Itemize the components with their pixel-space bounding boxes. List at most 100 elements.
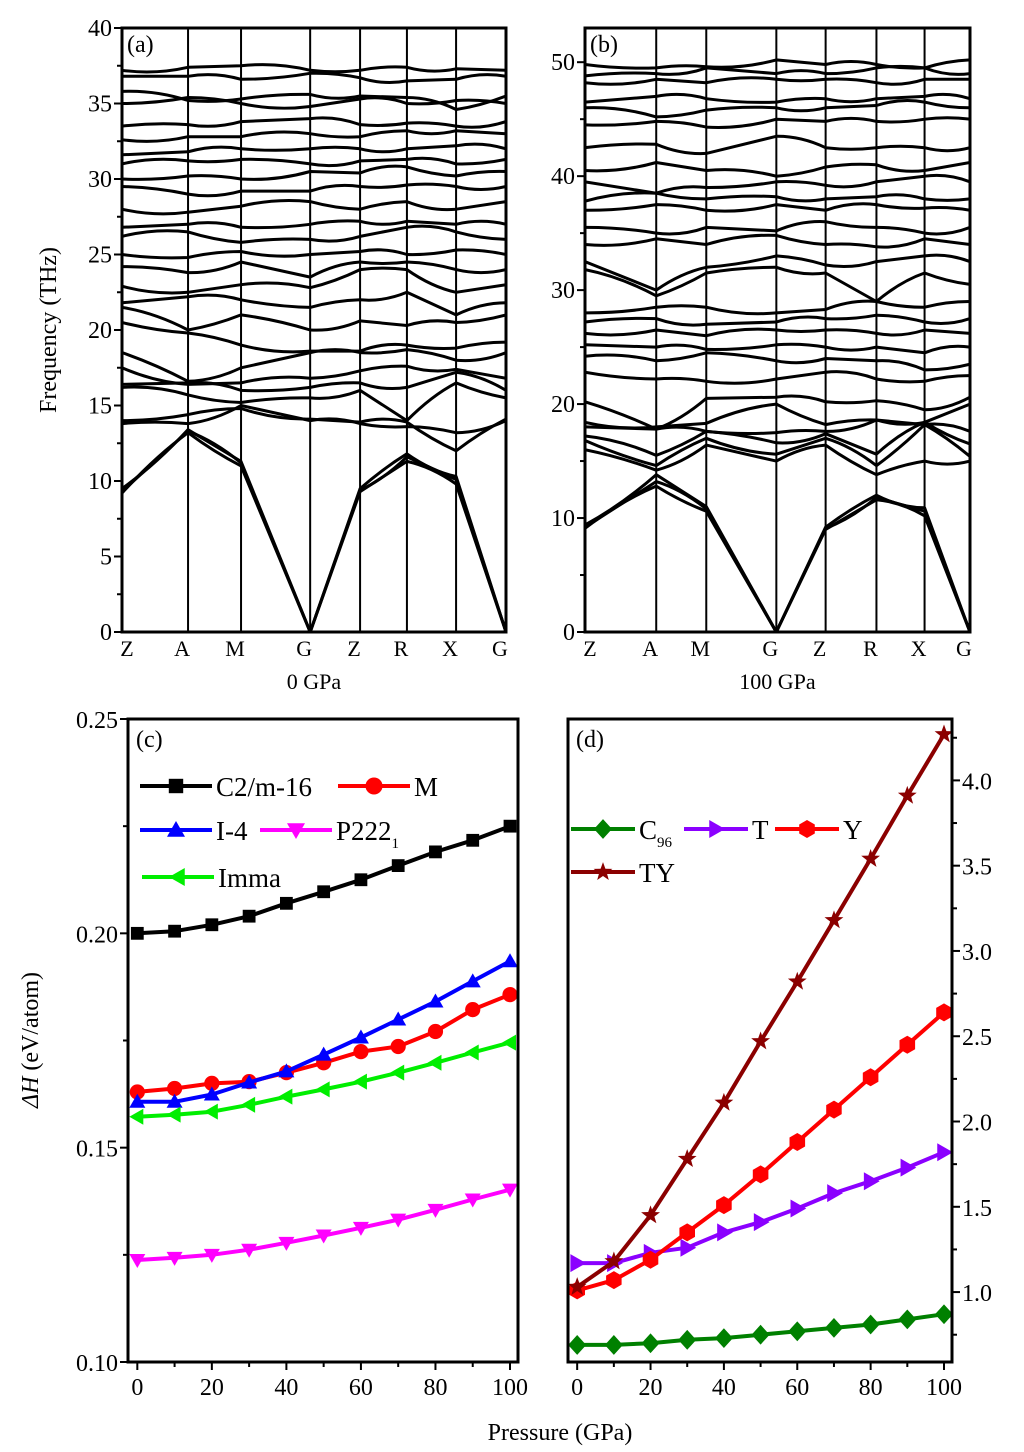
x-tick-label: 40 <box>712 1375 736 1401</box>
legend-item-y: Y <box>775 815 863 845</box>
marker-hexagon <box>862 1068 879 1087</box>
marker-triangle-down <box>166 1251 183 1266</box>
legend-label: T <box>752 815 769 845</box>
panel-a-y-axis-title: Frequency (THz) <box>36 247 62 413</box>
y-tick-label: 0 <box>563 620 575 646</box>
marker-circle <box>427 1023 444 1040</box>
marker-circle <box>204 1075 220 1091</box>
kpoint-label: Z <box>813 636 826 661</box>
series-c <box>568 1304 953 1355</box>
marker-triangle-right <box>709 820 725 838</box>
phonon-band <box>122 182 506 198</box>
legend-label-text: M <box>414 772 438 802</box>
marker-circle <box>365 777 383 795</box>
marker-triangle-left <box>169 868 185 886</box>
marker-triangle-down <box>315 1229 332 1244</box>
marker-diamond <box>861 1314 880 1335</box>
series-line <box>137 1187 511 1262</box>
panel-a-kpoint-lines <box>187 28 458 632</box>
marker-star <box>787 971 807 990</box>
phonon-band <box>585 161 970 178</box>
marker-hexagon <box>936 1003 952 1022</box>
series-ty <box>567 724 954 1295</box>
y-tick-label: 10 <box>88 469 112 495</box>
phonon-band <box>585 473 970 632</box>
marker-triangle-up <box>167 821 185 837</box>
kpoint-label: M <box>225 636 245 661</box>
legend-item-imma: Imma <box>142 863 281 893</box>
panel-d-legend: C96 T YTY <box>571 815 863 888</box>
marker-triangle-right <box>863 1172 880 1191</box>
marker-star <box>567 1277 587 1295</box>
series-line <box>137 992 511 1094</box>
panel-c-ticks: 0 20 40 60 80 100 0.10 0.15 0.20 0.25 <box>76 708 528 1401</box>
phonon-band <box>585 220 970 236</box>
y-tick-label: 1.0 <box>962 1281 992 1307</box>
x-tick-label: 40 <box>274 1375 298 1401</box>
y-tick-label: 0 <box>100 620 112 646</box>
panel-b-y-ticks: 0 10 20 30 40 50 <box>551 50 585 646</box>
marker-square <box>317 885 331 899</box>
x-tick-label: 0 <box>131 1375 143 1401</box>
phonon-band <box>122 348 506 383</box>
y-tick-label: 40 <box>551 164 575 190</box>
marker-triangle-up <box>278 1063 295 1078</box>
marker-hexagon <box>899 1035 916 1054</box>
marker-diamond <box>594 819 612 839</box>
marker-hexagon <box>716 1196 732 1215</box>
x-tick-label: 60 <box>349 1375 373 1401</box>
marker-triangle-right <box>570 1254 587 1273</box>
kpoint-label: Z <box>347 636 360 661</box>
phonon-band <box>585 116 970 129</box>
marker-triangle-up <box>464 973 481 988</box>
kpoint-label: G <box>492 636 508 661</box>
panel-a-frame <box>120 26 508 634</box>
phonon-band <box>585 299 970 316</box>
panel-a-band-structure: 0 5 10 15 20 25 30 35 40 Z A M G Z R X G (a) 0 GPa Freq… <box>36 16 508 694</box>
x-tick-label: 80 <box>423 1375 447 1401</box>
marker-square <box>168 924 181 938</box>
marker-star <box>751 1031 770 1050</box>
phonon-band <box>122 248 506 260</box>
marker-triangle-left <box>241 1096 256 1113</box>
marker-triangle-left <box>315 1081 330 1098</box>
legend-label-subscript: 96 <box>657 835 673 851</box>
legend-item-c2-m-16: C2/m-16 <box>140 772 312 802</box>
marker-diamond <box>824 1317 843 1338</box>
panel-d-ticks: 0 20 40 60 80 100 1.0 1.5 2.0 2.5 3.0 3.5 4.0 <box>571 736 992 1401</box>
kpoint-label: X <box>911 636 927 661</box>
marker-diamond <box>568 1335 587 1355</box>
phonon-band <box>122 260 506 279</box>
marker-triangle-up <box>427 993 444 1008</box>
legend-label-text: TY <box>639 858 675 888</box>
y-tick-label: 35 <box>88 92 112 118</box>
kpoint-label: G <box>956 636 972 661</box>
kpoint-label: Z <box>583 636 596 661</box>
x-tick-label: 20 <box>200 1375 224 1401</box>
legend-label: I-4 <box>216 816 248 846</box>
x-tick-label: 60 <box>785 1375 809 1401</box>
legend-item-ty: TY <box>571 858 675 888</box>
marker-star <box>677 1149 697 1167</box>
x-tick-label: 100 <box>492 1375 528 1401</box>
kpoint-label: M <box>690 636 710 661</box>
marker-triangle-up <box>241 1074 258 1089</box>
phonon-band <box>585 313 970 327</box>
series-p222 <box>129 1183 518 1268</box>
panel-c-legend: C2/m-16 M I-4 P2221 Imma <box>140 772 438 893</box>
marker-triangle-down <box>502 1183 518 1198</box>
phonon-band <box>585 342 970 355</box>
phonon-band <box>122 219 506 230</box>
panel-b-kpoint-lines <box>655 28 926 632</box>
marker-diamond <box>751 1324 770 1345</box>
panel-b-band-structure: 0 10 20 30 40 50 Z A M G Z R X G (b) 100 GPa <box>551 26 972 694</box>
y-axis-title-symbol: ΔH <box>18 1075 44 1109</box>
legend-label-text: Imma <box>218 863 281 893</box>
marker-diamond <box>604 1335 623 1355</box>
marker-triangle-left <box>352 1073 367 1090</box>
marker-triangle-down <box>203 1248 220 1263</box>
panel-c-frame <box>126 717 520 1364</box>
panel-d-frame <box>566 717 954 1364</box>
